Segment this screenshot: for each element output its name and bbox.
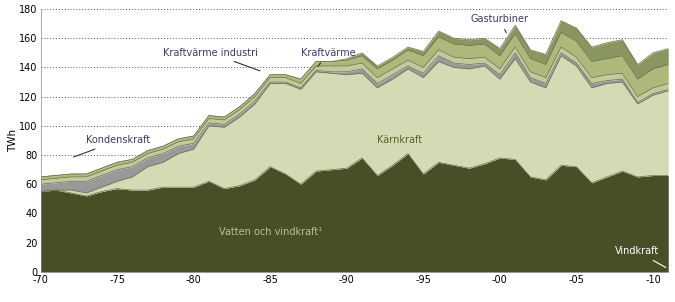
Text: Vindkraft: Vindkraft [615, 246, 666, 268]
Text: Vatten och vindkraft¹: Vatten och vindkraft¹ [219, 227, 322, 237]
Text: Kraftvärme: Kraftvärme [301, 48, 356, 67]
Text: Gasturbiner: Gasturbiner [471, 14, 529, 33]
Text: Kärnkraft: Kärnkraft [377, 135, 423, 146]
Text: Kondenskraft: Kondenskraft [74, 135, 151, 157]
Text: Kraftvärme industri: Kraftvärme industri [163, 48, 260, 71]
Y-axis label: TWh: TWh [8, 129, 18, 152]
